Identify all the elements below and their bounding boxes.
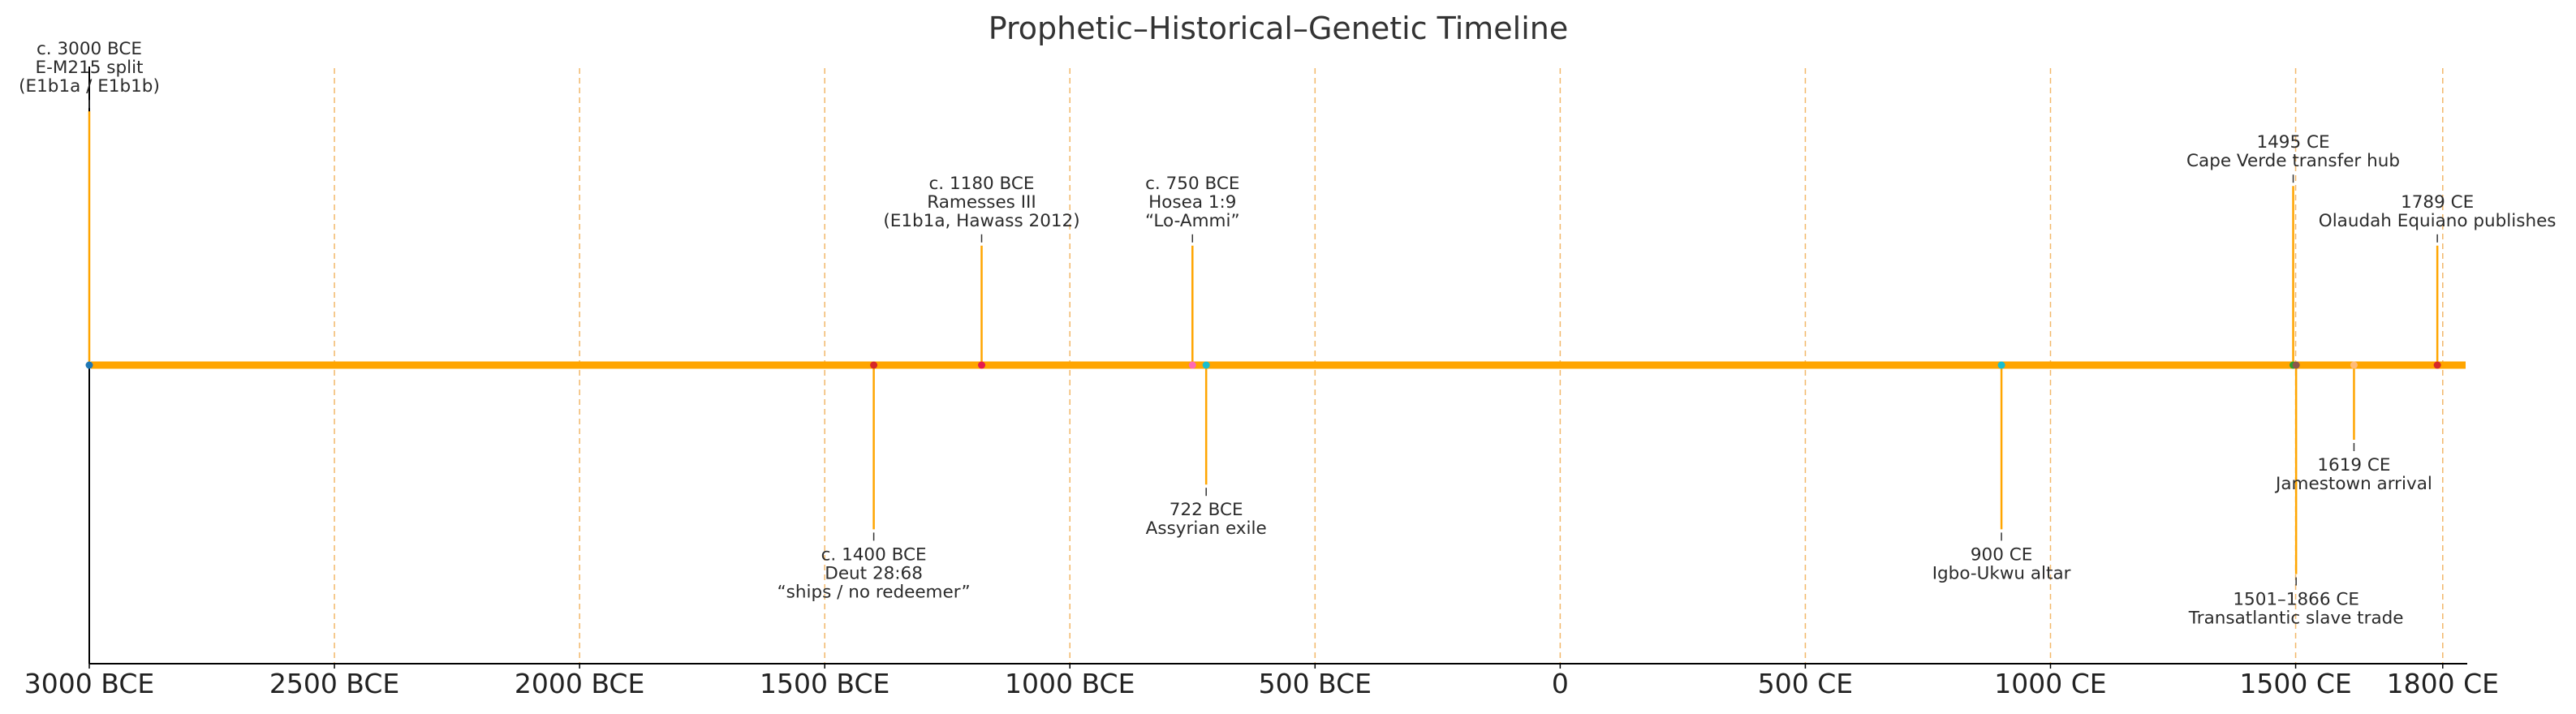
event-label: 900 CE [1971, 544, 2032, 565]
event-label: “ships / no redeemer” [778, 582, 971, 602]
event-marker [2433, 361, 2441, 369]
event-label: Assyrian exile [1146, 518, 1267, 539]
event-marker [2292, 361, 2300, 369]
event-label: “Lo-Ammi” [1145, 211, 1240, 231]
event-marker [2350, 361, 2358, 369]
chart-title: Prophetic–Historical–Genetic Timeline [989, 11, 1569, 46]
event-label: 1501–1866 CE [2233, 590, 2359, 610]
event-label: c. 1180 BCE [928, 174, 1034, 194]
event-label: (E1b1a / E1b1b) [19, 76, 160, 97]
event-label: Jamestown arrival [2274, 474, 2432, 494]
x-tick-label: 1800 CE [2387, 668, 2499, 699]
event-marker [1997, 361, 2005, 369]
event-label: Hosea 1:9 [1148, 192, 1236, 213]
x-tick-label: 1500 BCE [760, 668, 890, 699]
event-label: Deut 28:68 [825, 563, 923, 583]
event-label: Igbo-Ukwu altar [1932, 563, 2071, 583]
event-label: Olaudah Equiano publishes [2319, 211, 2557, 231]
x-tick-label: 2500 BCE [269, 668, 399, 699]
event-label: (E1b1a, Hawass 2012) [883, 211, 1079, 231]
event-label: c. 1400 BCE [821, 544, 927, 565]
event-label: 1495 CE [2256, 132, 2329, 153]
event-label: Cape Verde transfer hub [2186, 151, 2400, 171]
x-tick-label: 500 CE [1758, 668, 1853, 699]
event-label: c. 750 BCE [1145, 174, 1239, 194]
x-tick-label: 0 [1552, 668, 1569, 699]
x-tick-label: 500 BCE [1259, 668, 1372, 699]
x-tick-label: 2000 BCE [515, 668, 644, 699]
event-markers [85, 361, 2441, 369]
event-label: Ramesses III [927, 192, 1036, 213]
event-marker [978, 361, 986, 369]
event-label: c. 3000 BCE [37, 39, 142, 59]
event-label: E-M215 split [36, 58, 144, 78]
x-tick-label: 1500 CE [2239, 668, 2351, 699]
event-marker [870, 361, 878, 369]
event-label: 722 BCE [1170, 500, 1243, 520]
x-tick-label: 3000 BCE [24, 668, 154, 699]
event-label: 1789 CE [2401, 192, 2474, 213]
x-tick-label: 1000 BCE [1005, 668, 1135, 699]
event-label: 1619 CE [2317, 455, 2390, 475]
event-marker [1188, 361, 1196, 369]
event-label: Transatlantic slave trade [2188, 609, 2404, 629]
event-marker [85, 361, 93, 369]
event-stems [88, 100, 2439, 586]
x-axis-ticks: 3000 BCE 2500 BCE 2000 BCE 1500 BCE 1000 BCE… [24, 664, 2499, 699]
x-tick-label: 1000 CE [1994, 668, 2106, 699]
event-marker [1202, 361, 1210, 369]
